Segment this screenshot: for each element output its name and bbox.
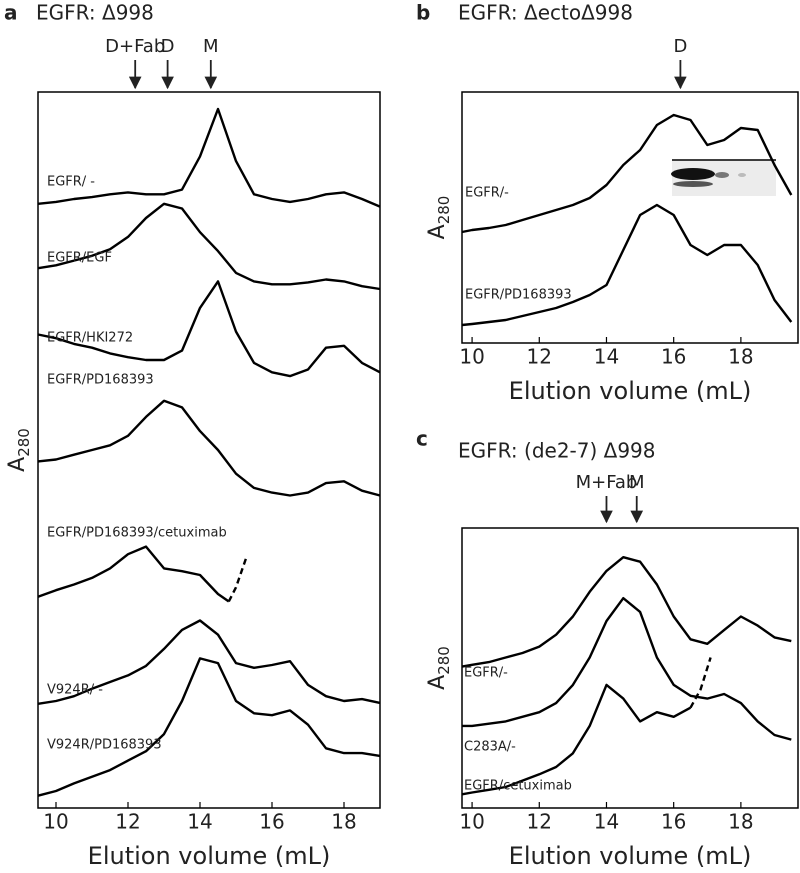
x-axis-title: Elution volume (mL) [509, 842, 752, 870]
panel-letter: b [416, 1, 430, 25]
y-axis-title: A280 [425, 196, 453, 240]
trace [37, 202, 381, 291]
trace-extension [689, 657, 712, 709]
y-axis-title-sub: 280 [15, 428, 33, 457]
trace-label: EGFR/- [465, 186, 509, 201]
trace-label: EGFR/ - [47, 175, 95, 190]
trace-extension [227, 555, 248, 603]
x-axis-title: Elution volume (mL) [509, 377, 752, 405]
panel-letter: a [4, 1, 18, 25]
elution-marker-label: D [673, 36, 687, 57]
y-axis-title-main: A [425, 224, 450, 239]
trace-label: EGFR/PD168393/cetuximab [47, 526, 227, 541]
trace [461, 203, 793, 327]
gel-inset [671, 159, 776, 196]
x-tick-label: 16 [259, 810, 284, 834]
y-axis-title: A280 [5, 428, 33, 472]
trace [37, 399, 381, 497]
elution-marker-label: M+Fab [576, 472, 638, 493]
panel-letter: c [416, 427, 428, 451]
y-axis-title-main: A [425, 675, 450, 690]
x-tick-label: 16 [661, 345, 686, 369]
trace [37, 545, 230, 603]
gel-band [671, 168, 715, 180]
x-tick-label: 14 [187, 810, 212, 834]
trace [461, 113, 793, 234]
trace-label: V924R/ - [47, 683, 103, 698]
y-axis-title-main: A [5, 457, 30, 472]
elution-marker-label: M [629, 472, 645, 493]
x-tick-label: 16 [661, 810, 686, 834]
trace-label: C283A/- [464, 740, 516, 755]
x-tick-label: 10 [459, 345, 484, 369]
plot-frame [461, 91, 799, 344]
x-axis-title: Elution volume (mL) [88, 842, 331, 870]
trace [37, 107, 381, 208]
trace [37, 280, 381, 378]
x-tick-label: 12 [527, 345, 552, 369]
x-tick-label: 10 [43, 810, 68, 834]
x-tick-label: 18 [331, 810, 356, 834]
trace [461, 683, 692, 796]
trace-label: EGFR/cetuximab [464, 779, 572, 794]
elution-marker-label: D [161, 36, 175, 57]
y-axis-title-sub: 280 [435, 196, 453, 225]
x-tick-label: 12 [115, 810, 140, 834]
trace [37, 619, 381, 705]
y-axis-title: A280 [425, 646, 453, 690]
x-tick-label: 14 [594, 345, 619, 369]
trace-label: EGFR/- [464, 666, 508, 681]
trace [462, 597, 792, 741]
x-tick-label: 18 [728, 810, 753, 834]
panel-title: EGFR: ΔectoΔ998 [458, 1, 633, 25]
panel-title: EGFR: Δ998 [36, 1, 154, 25]
trace [37, 657, 381, 797]
elution-marker-label: M [203, 36, 219, 57]
x-tick-label: 18 [728, 345, 753, 369]
y-axis-title-sub: 280 [435, 646, 453, 675]
plot-frame [37, 91, 381, 809]
trace-label: V924R/PD168393 [47, 738, 162, 753]
gel-band [715, 172, 729, 178]
trace-label: EGFR/EGF [47, 251, 112, 266]
panel-title: EGFR: (de2-7) Δ998 [458, 439, 656, 463]
trace-label: EGFR/PD168393 [47, 373, 154, 388]
x-tick-label: 14 [594, 810, 619, 834]
gel-band [673, 181, 713, 187]
plot-frame [461, 527, 799, 809]
x-tick-label: 10 [459, 810, 484, 834]
trace [461, 556, 792, 668]
elution-marker-label: D+Fab [105, 36, 165, 57]
gel-band [738, 173, 746, 177]
trace-label: EGFR/HKI272 [47, 331, 133, 346]
x-tick-label: 12 [527, 810, 552, 834]
trace-label: EGFR/PD168393 [465, 288, 572, 303]
